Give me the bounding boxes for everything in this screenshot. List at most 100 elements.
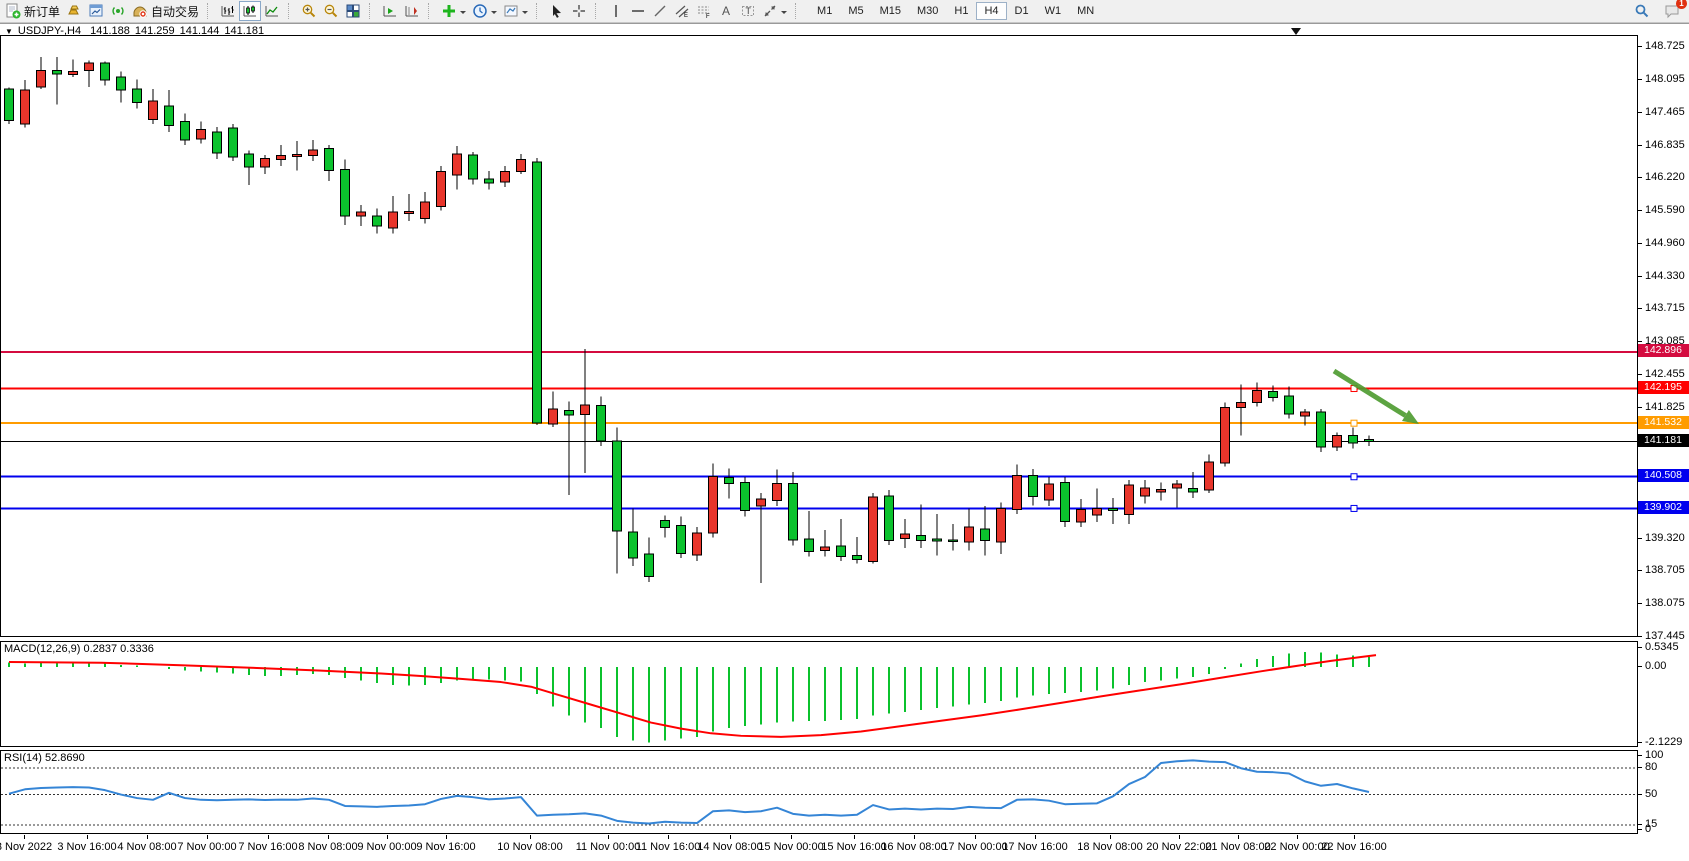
price-line-label: 140.508 [1638, 469, 1689, 483]
crosshair-icon [573, 5, 586, 17]
candle [1236, 384, 1246, 436]
toolbar: 新订单 自动交易 [0, 0, 1689, 23]
candle [1156, 482, 1166, 501]
new-order-button[interactable]: 新订单 [2, 1, 63, 21]
timeframe-M5[interactable]: M5 [848, 5, 864, 17]
label-button[interactable]: T [737, 1, 759, 21]
timeframe-M1[interactable]: M1 [817, 5, 833, 17]
templates-button[interactable] [500, 1, 531, 21]
time-label: 15 Nov 16:00 [821, 841, 887, 853]
toolbar-grip [428, 3, 435, 19]
periods-button[interactable] [469, 1, 500, 21]
scale-tick [1638, 666, 1642, 667]
cursor-button[interactable] [546, 1, 568, 21]
time-tick [24, 835, 25, 839]
candle [308, 139, 318, 161]
price-tick-label: 143.715 [1645, 302, 1685, 315]
time-label: 22 Nov 00:00 [1264, 841, 1330, 853]
indicators-button[interactable] [438, 1, 469, 21]
main-chart-pane[interactable] [0, 35, 1638, 637]
signal-button[interactable] [107, 1, 129, 21]
auto-trading-button[interactable]: 自动交易 [129, 1, 202, 21]
time-label: 7 Nov 00:00 [177, 841, 237, 853]
scale-tick [1638, 46, 1642, 47]
timeframe-M30[interactable]: M30 [917, 5, 939, 17]
signal-icon [112, 7, 124, 15]
gold-button[interactable] [63, 1, 85, 21]
price-axis[interactable]: 148.725 148.095 147.465 146.835 146.220 145.5… [1638, 35, 1689, 835]
time-label: 22 Nov 16:00 [1321, 841, 1387, 853]
trendline-button[interactable] [649, 1, 671, 21]
chart-shift-marker-icon[interactable] [1291, 28, 1301, 35]
crosshair-button[interactable] [568, 1, 590, 21]
zoom-out-button[interactable] [320, 1, 342, 21]
templates-icon [504, 5, 518, 17]
svg-text:F: F [706, 14, 710, 19]
bar-chart-button[interactable] [217, 1, 239, 21]
line-handle[interactable] [1350, 419, 1358, 427]
vertical-line-button[interactable] [605, 1, 627, 21]
scale-tick [1638, 767, 1642, 769]
chart-shift-button[interactable] [401, 1, 423, 21]
timeframe-MN[interactable]: MN [1077, 5, 1095, 17]
price-tick-label: 142.455 [1645, 367, 1685, 380]
time-label: 3 Nov 2022 [0, 841, 53, 853]
rsi-pane[interactable] [0, 750, 1638, 834]
time-axis[interactable]: 3 Nov 2022 3 Nov 16:00 4 Nov 08:00 7 Nov 00… [0, 835, 1689, 861]
price-tick-label: 138.705 [1645, 564, 1685, 577]
time-tick [1179, 835, 1180, 839]
scale-tick [1638, 177, 1642, 178]
text-button[interactable]: A [715, 1, 737, 21]
fibonacci-button[interactable]: F [693, 1, 715, 21]
time-tick [730, 835, 731, 839]
line-handle[interactable] [1350, 504, 1358, 512]
chart-window-button[interactable] [85, 1, 107, 21]
notifications-button[interactable]: 1 [1661, 0, 1687, 21]
zoom-in-button[interactable] [298, 1, 320, 21]
candle [292, 140, 302, 171]
candle [740, 477, 750, 517]
ohlc-open: 141.188 [90, 25, 130, 37]
time-tick [387, 835, 388, 839]
candle [244, 150, 254, 185]
timeframe-H4[interactable]: H4 [976, 2, 1007, 20]
symbol-dropdown-icon[interactable]: ▼ [5, 26, 13, 36]
timeframe-W1[interactable]: W1 [1044, 5, 1062, 17]
search-button[interactable] [1631, 1, 1653, 21]
time-label: 11 Nov 16:00 [635, 841, 701, 853]
line-handle[interactable] [1350, 473, 1358, 481]
candle [964, 508, 974, 551]
auto-trading-icon [133, 6, 147, 18]
tile-windows-button[interactable] [342, 1, 364, 21]
candle [4, 87, 14, 125]
timeframe-D1[interactable]: D1 [1014, 5, 1029, 17]
line-chart-button[interactable] [261, 1, 283, 21]
timeframe-H1[interactable]: H1 [954, 5, 969, 17]
candle [1364, 435, 1374, 446]
channel-button[interactable]: E [671, 1, 693, 21]
time-label: 21 Nov 08:00 [1205, 841, 1271, 853]
price-line-label: 139.902 [1638, 500, 1689, 514]
timeframe-M15[interactable]: M15 [879, 5, 901, 17]
auto-scroll-button[interactable] [379, 1, 401, 21]
arrows-button[interactable] [759, 1, 790, 21]
horizontal-line-button[interactable] [627, 1, 649, 21]
macd-axis-label: 0.5345 [1645, 640, 1679, 653]
macd-pane[interactable] [0, 641, 1638, 747]
price-tick-label: 148.095 [1645, 72, 1685, 85]
macd-signal-line [8, 654, 1377, 738]
trend-arrow[interactable] [1332, 368, 1419, 424]
candle [1252, 382, 1262, 407]
candle [516, 153, 526, 174]
zoom-out-icon [324, 4, 338, 18]
toolbar-grip [288, 3, 295, 19]
scale-tick [1638, 373, 1642, 375]
time-tick [1238, 835, 1239, 839]
candle [1332, 432, 1342, 452]
scale-tick [1638, 829, 1642, 830]
candle [1012, 464, 1022, 514]
chart-titlebar: ▼ USDJPY-,H4 141.188 141.259 141.144 141… [5, 25, 264, 37]
candle [900, 519, 910, 548]
candlestick-chart-icon [243, 5, 257, 17]
candlestick-chart-button[interactable] [239, 1, 262, 21]
